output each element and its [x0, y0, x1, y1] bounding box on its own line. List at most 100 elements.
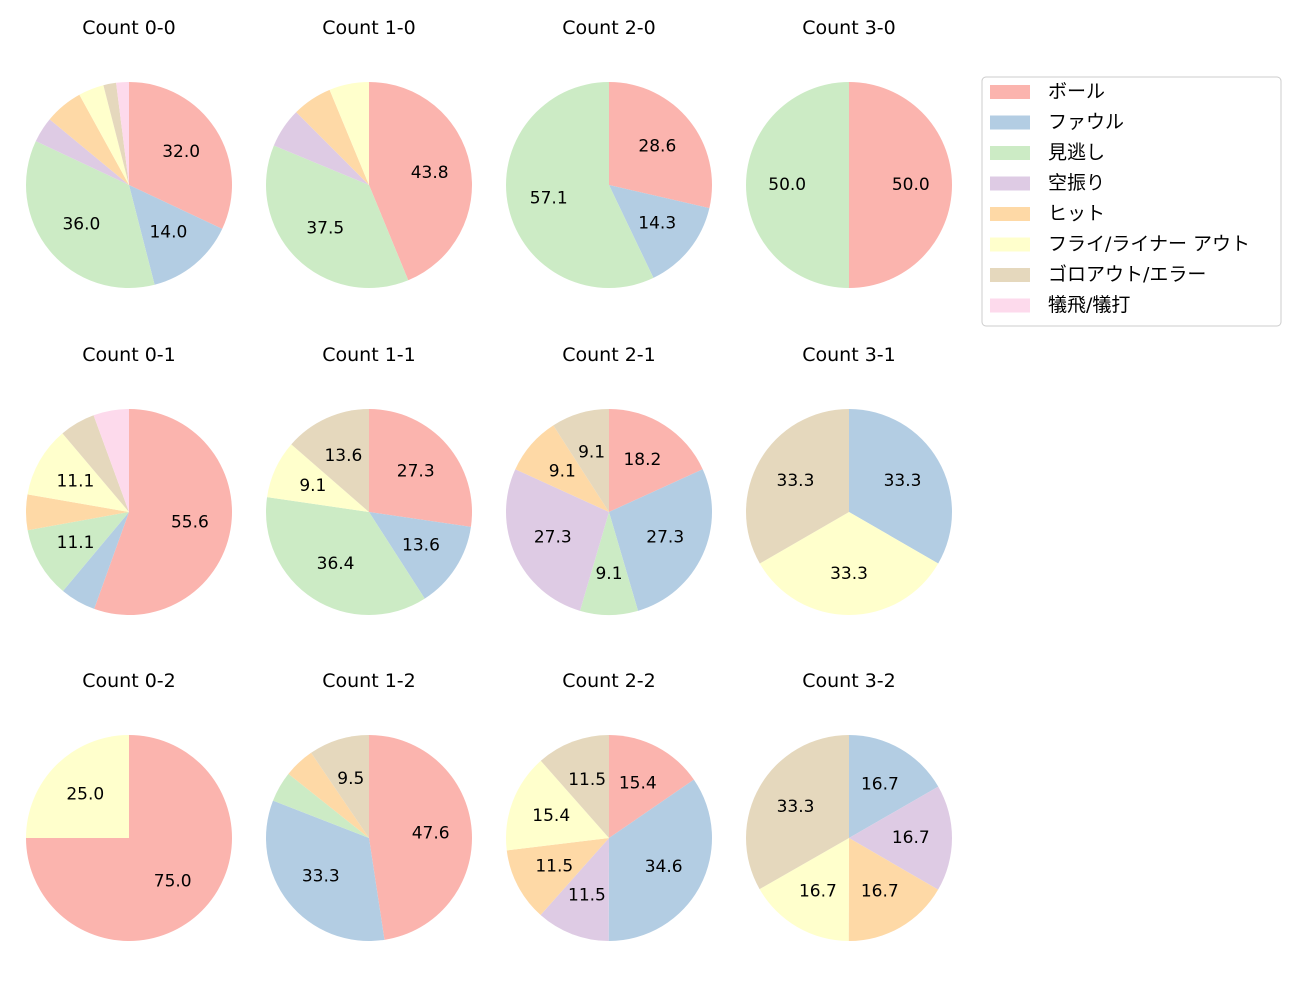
slice-label: 14.3 — [638, 214, 676, 234]
pie-slice — [129, 185, 223, 285]
pie-slice — [759, 838, 849, 941]
slice-label: 33.3 — [777, 797, 815, 817]
slice-label: 33.3 — [302, 867, 340, 887]
slice-label: 11.1 — [57, 533, 95, 553]
pie-slice — [329, 82, 369, 185]
pie-slice — [608, 779, 713, 942]
pie-title: Count 2-0 — [562, 17, 656, 39]
slice-label: 14.0 — [149, 223, 187, 243]
slice-label: 9.1 — [299, 476, 326, 496]
pie-slice — [265, 145, 409, 288]
pie-slice — [116, 82, 129, 185]
pie-slice — [540, 838, 609, 941]
pie-slice — [273, 112, 369, 185]
pie-slice — [609, 185, 710, 278]
slice-label: 16.7 — [861, 774, 899, 794]
slice-label: 13.6 — [402, 535, 440, 555]
pie-slice — [848, 838, 939, 941]
pie-slice — [267, 444, 369, 512]
pie-slice — [62, 512, 129, 609]
slice-label: 16.7 — [861, 882, 899, 902]
pie-slice — [609, 82, 712, 209]
pie-slice — [506, 838, 609, 915]
legend-swatch — [990, 146, 1030, 160]
slice-label: 37.5 — [306, 219, 344, 239]
legend-swatch — [990, 115, 1030, 130]
pie-slice — [609, 735, 694, 838]
pie-slice — [759, 512, 939, 615]
pie-slice — [62, 415, 129, 512]
pie-title: Count 1-0 — [322, 17, 416, 39]
legend-label: ボール — [1048, 81, 1105, 103]
pie-slice — [849, 735, 939, 838]
legend-label: ヒット — [1048, 203, 1105, 225]
pie-slice — [515, 425, 609, 512]
slice-label: 18.2 — [623, 450, 661, 470]
legend-frame — [981, 76, 1282, 327]
pie-count-1-0: Count 1-0 43.8 37.5 — [265, 17, 472, 288]
slice-label: 11.1 — [56, 471, 94, 491]
legend-label: ファウル — [1048, 111, 1124, 133]
pie-slice — [103, 82, 129, 185]
pie-slice — [296, 89, 369, 185]
pie-slice — [849, 786, 952, 890]
pie-count-3-0: Count 3-0 50.0 50.0 — [746, 17, 952, 288]
pie-slice — [609, 409, 703, 512]
slice-label: 36.4 — [317, 554, 355, 574]
pie-title: Count 1-2 — [322, 670, 416, 692]
pie-slice — [26, 735, 129, 838]
pie-slice — [291, 409, 369, 512]
pie-count-0-0: Count 0-0 32.0 14.0 36.0 — [25, 17, 233, 288]
slice-label: 11.5 — [568, 770, 606, 790]
slice-label: 33.3 — [777, 471, 815, 491]
pie-title: Count 3-0 — [802, 17, 896, 39]
pie-slice — [369, 512, 471, 599]
pie-slice — [553, 409, 609, 512]
slice-label: 9.1 — [549, 462, 576, 482]
pie-slice — [94, 409, 233, 615]
legend-swatch — [990, 237, 1030, 252]
legend-swatch — [990, 85, 1030, 99]
legend-swatch — [990, 176, 1030, 191]
legend-label: ゴロアウト/エラー — [1048, 264, 1206, 286]
pie-title: Count 2-2 — [562, 670, 656, 692]
legend-label: 見逃し — [1048, 142, 1105, 164]
slice-label: 16.7 — [799, 881, 837, 901]
pie-slice — [506, 469, 609, 611]
slice-label: 27.3 — [397, 462, 435, 482]
slice-label: 47.6 — [412, 823, 450, 843]
pie-slice — [35, 119, 130, 185]
legend-swatch — [990, 207, 1030, 221]
legend-label: 空振り — [1048, 172, 1105, 194]
slice-label: 34.6 — [645, 857, 683, 877]
pie-count-1-2: Count 1-2 47.6 33.3 9.5 — [266, 670, 472, 941]
slice-label: 11.5 — [535, 857, 573, 877]
slice-label: 28.6 — [638, 137, 676, 157]
slice-label: 15.4 — [532, 806, 570, 826]
pie-slice — [609, 469, 712, 611]
slice-label: 75.0 — [154, 872, 192, 892]
pie-slice — [369, 409, 473, 527]
pie-slice — [579, 512, 639, 615]
pie-slice — [26, 494, 129, 531]
legend-swatch — [990, 268, 1030, 282]
pie-slice — [27, 433, 130, 512]
pie-slice — [506, 760, 609, 851]
pie-count-2-1: Count 2-118.227.39.127.39.19.1 — [506, 344, 712, 615]
pie-title: Count 0-2 — [82, 670, 176, 692]
pie-count-2-2: Count 2-2 15.4 34.6 11.5 11.5 15.4 11.5 — [506, 670, 713, 942]
legend-label: 犠飛/犠打 — [1048, 294, 1130, 316]
pie-slice — [746, 735, 849, 890]
pie-slice — [266, 497, 425, 615]
legend-label: フライ/ライナー アウト — [1048, 233, 1250, 255]
slice-label: 13.6 — [324, 446, 362, 466]
pie-count-0-2: Count 0-2 75.0 25.0 — [26, 670, 232, 941]
pie-slice — [266, 800, 385, 941]
pie-count-2-0: Count 2-0 28.6 14.3 57.1 — [506, 17, 712, 289]
slice-label: 9.1 — [578, 443, 605, 463]
pie-slice — [288, 752, 369, 838]
pie-count-0-1: Count 0-1 55.6 11.1 11.1 — [26, 344, 233, 615]
slice-label: 27.3 — [646, 528, 684, 548]
